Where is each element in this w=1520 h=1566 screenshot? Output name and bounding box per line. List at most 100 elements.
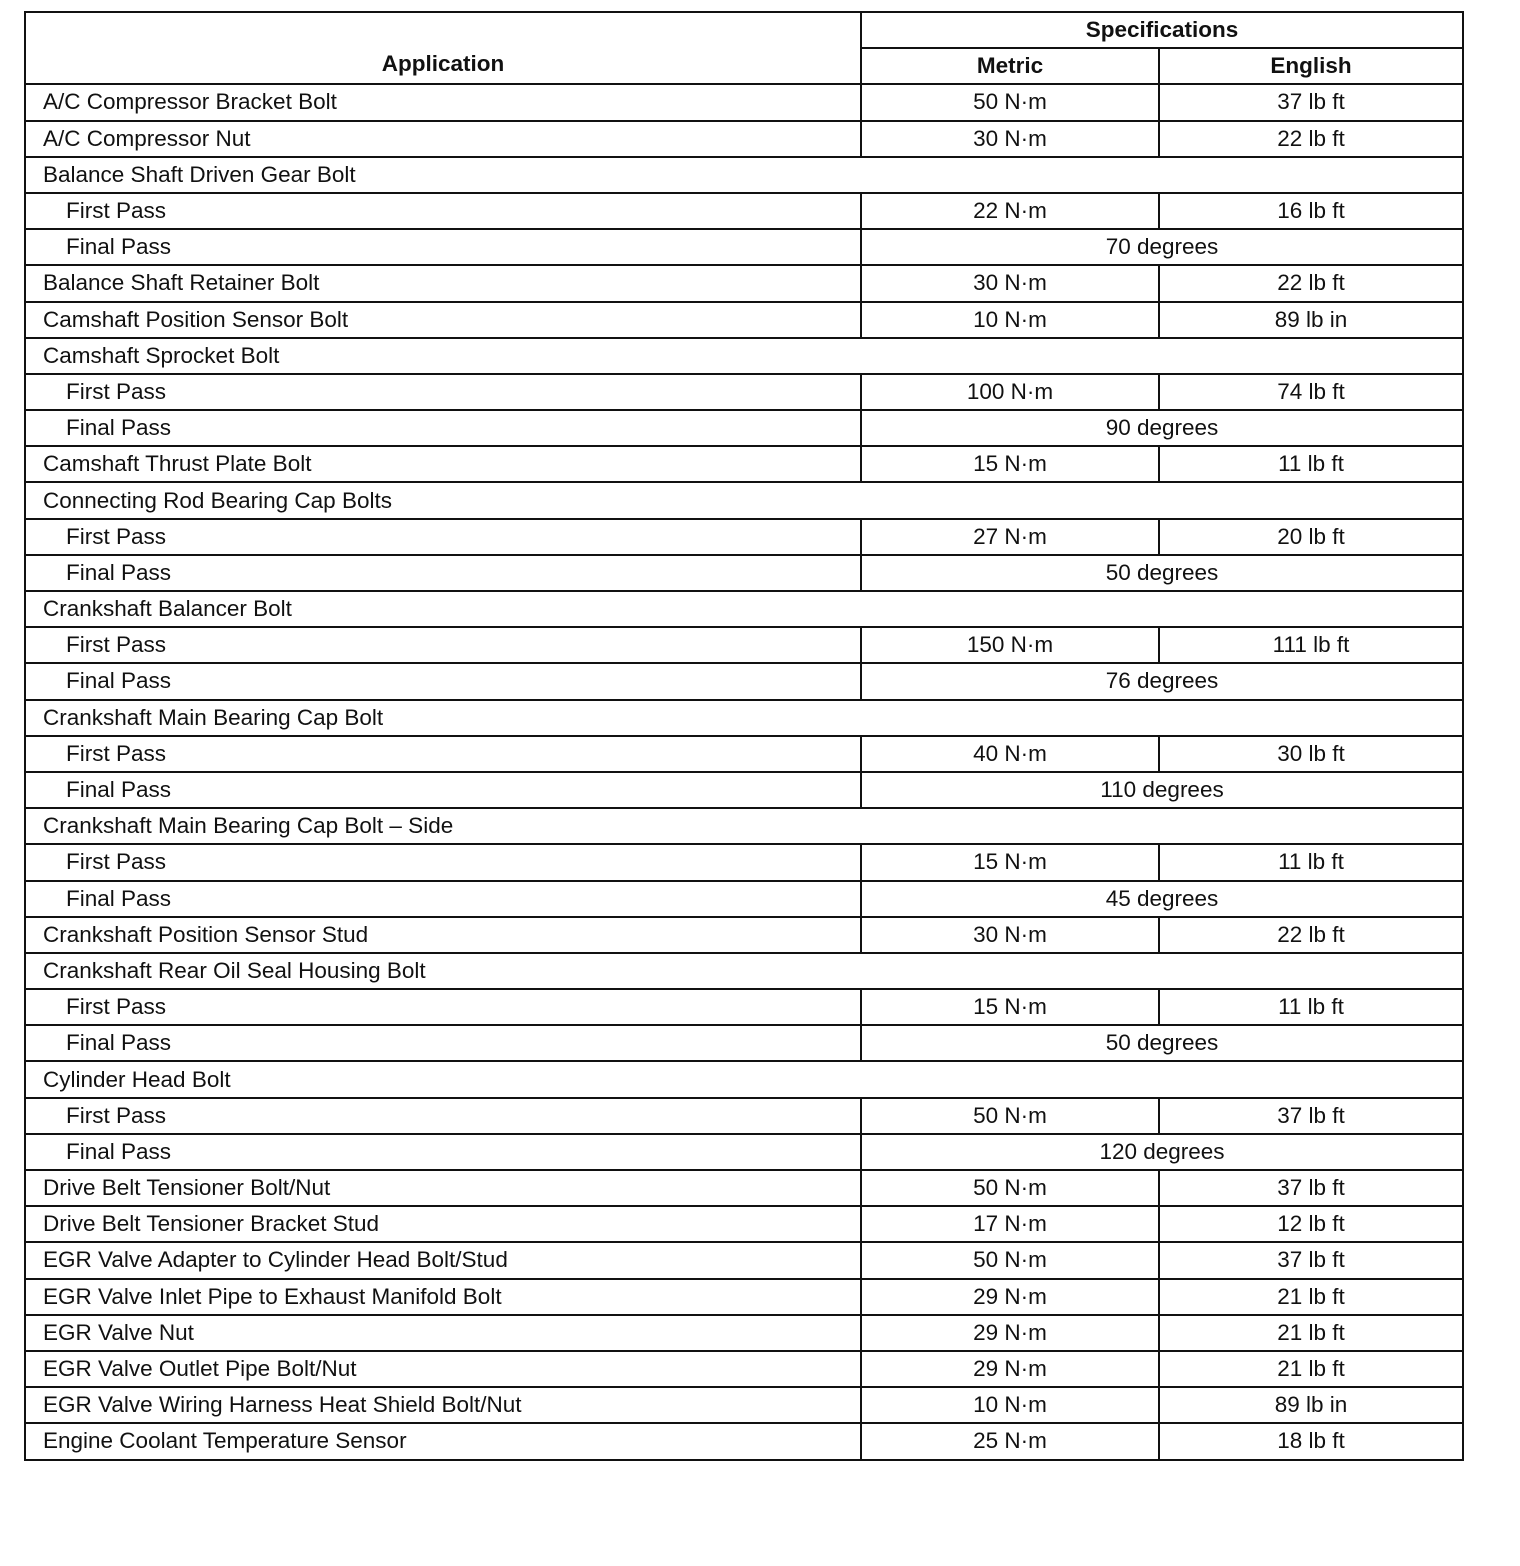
table-row: Final Pass 70 degrees xyxy=(24,228,1465,267)
combined-spec-cell: 70 degrees xyxy=(859,228,1465,267)
application-cell: Balance Shaft Retainer Bolt xyxy=(24,264,862,303)
english-cell: 111 lb ft xyxy=(1157,626,1465,665)
header-row: Application Specifications xyxy=(24,10,1465,86)
table-row: Crankshaft Main Bearing Cap Bolt xyxy=(23,698,1465,737)
application-cell: First Pass xyxy=(24,372,862,412)
table-row: Cylinder Head Bolt xyxy=(23,1060,1465,1099)
metric-cell: 27 N·m xyxy=(860,517,1160,556)
specifications-header: Specifications xyxy=(859,10,1465,50)
application-cell: EGR Valve Adapter to Cylinder Head Bolt/… xyxy=(24,1241,862,1280)
application-cell: Drive Belt Tensioner Bracket Stud xyxy=(24,1205,862,1244)
combined-spec-cell: 76 degrees xyxy=(859,662,1465,701)
application-cell: Crankshaft Main Bearing Cap Bolt xyxy=(23,698,1465,737)
table-row: First Pass 15 N·m 11 lb ft xyxy=(24,843,1465,882)
table-row: First Pass 27 N·m 20 lb ft xyxy=(24,517,1465,556)
english-cell: 21 lb ft xyxy=(1157,1277,1465,1316)
application-cell: First Pass xyxy=(24,1096,862,1135)
application-cell: Final Pass xyxy=(24,228,862,267)
english-cell: 16 lb ft xyxy=(1157,191,1465,231)
application-cell: Balance Shaft Driven Gear Bolt xyxy=(23,155,1465,194)
english-cell: 30 lb ft xyxy=(1157,734,1465,773)
table-row: Engine Coolant Temperature Sensor 25 N·m 1… xyxy=(24,1422,1465,1461)
english-cell: 11 lb ft xyxy=(1157,843,1465,882)
application-cell: EGR Valve Outlet Pipe Bolt/Nut xyxy=(24,1349,862,1389)
table-row: A/C Compressor Nut 30 N·m 22 lb ft xyxy=(24,119,1465,158)
metric-cell: 100 N·m xyxy=(860,372,1160,412)
english-cell: 11 lb ft xyxy=(1157,988,1465,1027)
application-cell: Final Pass xyxy=(24,1132,862,1172)
subheader-row: Metric English xyxy=(25,47,1465,86)
english-cell: 18 lb ft xyxy=(1157,1422,1465,1461)
metric-cell: 25 N·m xyxy=(860,1422,1160,1461)
application-cell: First Pass xyxy=(24,734,862,773)
metric-cell: 40 N·m xyxy=(860,734,1160,773)
application-cell: EGR Valve Wiring Harness Heat Shield Bol… xyxy=(24,1386,862,1425)
combined-spec-cell: 90 degrees xyxy=(859,409,1465,448)
application-cell: Connecting Rod Bearing Cap Bolts xyxy=(23,481,1465,520)
table-row: First Pass 150 N·m 111 lb ft xyxy=(24,626,1465,665)
metric-cell: 30 N·m xyxy=(860,264,1160,303)
table-row: Balance Shaft Retainer Bolt 30 N·m 22 lb f… xyxy=(24,264,1465,303)
table-row: First Pass 100 N·m 74 lb ft xyxy=(24,372,1465,412)
table-row: A/C Compressor Bracket Bolt 50 N·m 37 lb f… xyxy=(24,83,1465,122)
table-row: Camshaft Position Sensor Bolt 10 N·m 89 lb… xyxy=(24,300,1465,339)
table-row: Final Pass 120 degrees xyxy=(24,1132,1465,1172)
english-cell: 21 lb ft xyxy=(1157,1313,1465,1352)
english-cell: 37 lb ft xyxy=(1157,1241,1465,1280)
table-row: Final Pass 50 degrees xyxy=(24,553,1465,593)
combined-spec-cell: 45 degrees xyxy=(859,879,1465,918)
metric-cell: 15 N·m xyxy=(860,843,1160,882)
table-row: First Pass 40 N·m 30 lb ft xyxy=(24,734,1465,773)
application-cell: Final Pass xyxy=(24,1024,862,1063)
application-cell: EGR Valve Nut xyxy=(24,1313,862,1352)
application-cell: First Pass xyxy=(24,517,862,556)
combined-spec-cell: 110 degrees xyxy=(859,770,1465,810)
combined-spec-cell: 50 degrees xyxy=(859,553,1465,593)
table-row: EGR Valve Nut 29 N·m 21 lb ft xyxy=(24,1313,1465,1352)
english-cell: 89 lb in xyxy=(1157,300,1465,339)
metric-cell: 29 N·m xyxy=(860,1277,1160,1316)
combined-spec-cell: 50 degrees xyxy=(859,1024,1465,1063)
metric-cell: 50 N·m xyxy=(860,1096,1160,1135)
metric-cell: 150 N·m xyxy=(860,626,1160,665)
metric-cell: 29 N·m xyxy=(860,1349,1160,1389)
metric-cell: 50 N·m xyxy=(860,1168,1160,1208)
table-row: EGR Valve Outlet Pipe Bolt/Nut 29 N·m 21 l… xyxy=(24,1349,1465,1389)
english-cell: 22 lb ft xyxy=(1157,915,1465,954)
english-cell: 21 lb ft xyxy=(1157,1349,1465,1389)
table-body: A/C Compressor Bracket Bolt 50 N·m 37 lb f… xyxy=(23,83,1465,1461)
table-row: First Pass 22 N·m 16 lb ft xyxy=(24,191,1465,231)
table-row: Final Pass 50 degrees xyxy=(24,1024,1465,1063)
table-row: Crankshaft Position Sensor Stud 30 N·m 22 … xyxy=(24,915,1465,954)
metric-header: Metric xyxy=(860,47,1160,86)
table-row: Connecting Rod Bearing Cap Bolts xyxy=(23,481,1465,520)
table-row: First Pass 15 N·m 11 lb ft xyxy=(24,988,1465,1027)
table-row: Drive Belt Tensioner Bolt/Nut 50 N·m 37 lb… xyxy=(24,1168,1465,1208)
metric-cell: 50 N·m xyxy=(860,1241,1160,1280)
table-row: Drive Belt Tensioner Bracket Stud 17 N·m 1… xyxy=(24,1205,1465,1244)
application-header: Application xyxy=(24,10,862,86)
torque-specifications-table: Application Specifications Metric Englis… xyxy=(23,10,1465,1461)
table-row: Final Pass 110 degrees xyxy=(24,770,1465,810)
english-cell: 37 lb ft xyxy=(1157,83,1465,122)
table-row: EGR Valve Adapter to Cylinder Head Bolt/… xyxy=(24,1241,1465,1280)
table-row: EGR Valve Wiring Harness Heat Shield Bol… xyxy=(24,1386,1465,1425)
application-cell: Final Pass xyxy=(24,879,862,918)
application-cell: Final Pass xyxy=(24,770,862,810)
table-row: Final Pass 90 degrees xyxy=(24,409,1465,448)
metric-cell: 30 N·m xyxy=(860,915,1160,954)
application-cell: Camshaft Sprocket Bolt xyxy=(23,336,1465,375)
application-cell: EGR Valve Inlet Pipe to Exhaust Manifold… xyxy=(24,1277,862,1316)
application-cell: First Pass xyxy=(24,626,862,665)
application-cell: Camshaft Position Sensor Bolt xyxy=(24,300,862,339)
application-cell: First Pass xyxy=(24,191,862,231)
application-cell: Engine Coolant Temperature Sensor xyxy=(24,1422,862,1461)
combined-spec-cell: 120 degrees xyxy=(859,1132,1465,1172)
table-row: Balance Shaft Driven Gear Bolt xyxy=(23,155,1465,194)
english-cell: 74 lb ft xyxy=(1157,372,1465,412)
table-row: Final Pass 45 degrees xyxy=(24,879,1465,918)
application-cell: Crankshaft Rear Oil Seal Housing Bolt xyxy=(23,951,1465,991)
table-row: Crankshaft Balancer Bolt xyxy=(23,589,1465,629)
application-cell: Final Pass xyxy=(24,662,862,701)
english-cell: 89 lb in xyxy=(1157,1386,1465,1425)
